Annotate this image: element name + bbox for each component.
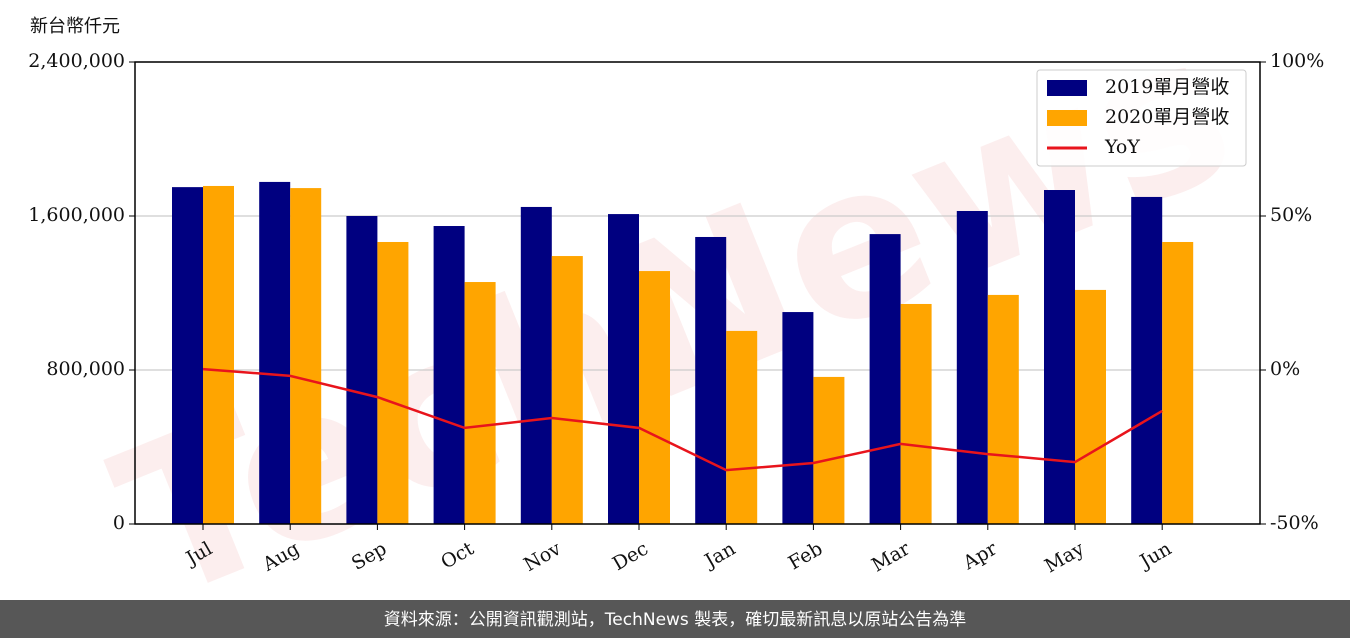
legend-label: 2019單月營收 [1105,76,1229,98]
bar [782,312,814,524]
x-tick-label: May [1041,537,1088,577]
y-tick-label: 1,600,000 [28,204,125,226]
y-tick-label: 800,000 [46,358,125,380]
bar [695,236,727,525]
bar [1075,289,1106,524]
bar [900,303,932,524]
bar [203,185,234,524]
line [202,367,1163,472]
x-tick-label: Jun [1135,538,1176,574]
bar [464,282,496,524]
bar [172,187,203,524]
y-tick-label: 2,400,000 [28,50,125,72]
x-tick-label: Oct [437,537,478,573]
bar [869,234,901,524]
bar [1131,196,1163,524]
legend-swatch [1047,110,1087,126]
x-tick-label: Apr [959,537,1002,574]
x-tick-label: Mar [868,537,914,576]
bar [377,241,409,525]
bar [987,294,1019,524]
y2-tick-label: -50% [1270,512,1319,534]
bar [608,214,639,524]
y-tick-label: 0 [113,512,125,534]
x-tick-label: Jan [699,538,739,574]
plot-frame [134,61,1261,525]
footer-band [0,600,1350,638]
bar [1162,241,1194,525]
bar [346,216,378,524]
bar [433,226,465,524]
bar [520,206,552,524]
legend-swatch [1047,80,1087,96]
footer: 資料來源：公開資訊觀測站，TechNews 製表，確切最新訊息以原站公告為準 [384,610,966,630]
bar [956,210,988,524]
y2-tick-label: 100% [1270,50,1324,72]
bar [1044,190,1075,524]
legend-box [1036,69,1247,167]
bar [639,271,670,524]
legend-label: YoY [1104,136,1140,158]
bar [551,256,583,524]
y2-tick-label: 0% [1270,358,1300,380]
y2-tick-label: 50% [1270,204,1312,226]
bar [259,181,291,525]
x-tick-label: Dec [609,538,652,576]
x-tick-label: Feb [785,538,827,575]
legend-label: 2020單月營收 [1105,106,1229,128]
bar [726,330,758,524]
y-axis-label: 新台幣仟元 [30,16,120,37]
x-tick-label: Nov [520,537,565,576]
bar [290,188,322,524]
bar [813,376,845,524]
